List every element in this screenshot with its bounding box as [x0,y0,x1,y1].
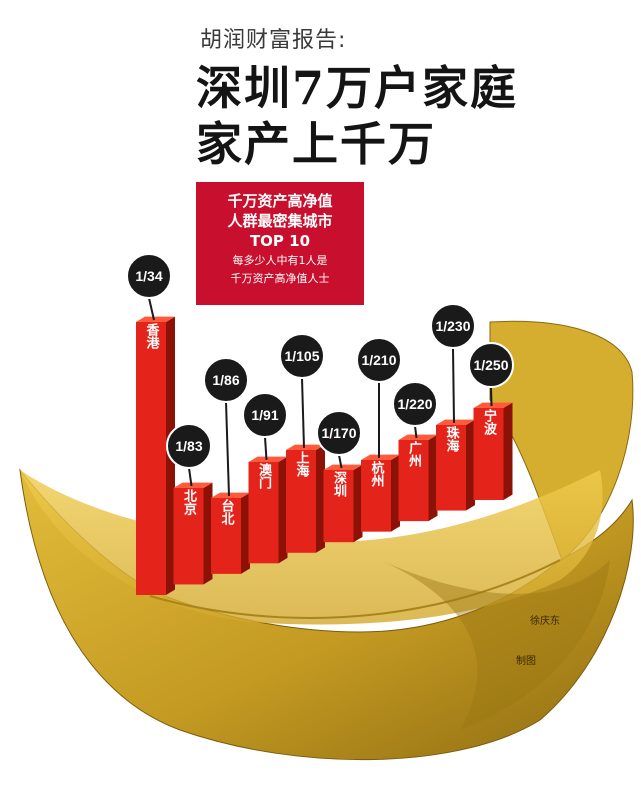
callout-stem [414,425,418,439]
bar-top [286,444,325,450]
callout-bubble [126,253,172,299]
bar-top [136,316,175,322]
callout-bubble [468,342,514,388]
callout-bubble [242,392,288,438]
bar-label-2: 台北 [219,498,235,526]
callout-bubble [203,357,249,403]
bar-top [323,464,363,470]
bar-front [323,470,354,543]
bar-label-6: 杭州 [369,460,386,488]
callout-stem [148,297,155,321]
bar-front [361,460,391,532]
bar-label-8: 珠海 [444,425,460,453]
ingot-front-rim [149,559,561,619]
subtitle-line-5: 千万资产高净值人士 [230,272,330,285]
bar-6: 杭州 1/210 [356,337,402,532]
bar-7: 广州 1/220 [392,381,438,522]
bar-front [136,322,166,595]
report-source: 胡润财富报告: [200,28,347,53]
graphic-credit: 制图 [516,656,536,667]
author-credit: 徐庆东 [530,616,560,627]
callout-stem [225,401,230,497]
bar-5: 深圳 1/170 [316,410,363,543]
bar-label-4: 上海 [294,451,310,478]
bar-3: 澳门 1/91 [242,392,288,564]
bar-side [428,434,438,522]
callout-bubble [279,333,325,379]
bar-0: 香港 1/34 [126,253,175,595]
bar-front [173,488,204,585]
callout-bubble [316,410,362,456]
value-label-9: 1/250 [473,357,508,373]
bar-top [248,456,288,462]
value-label-0: 1/34 [135,268,162,284]
bar-side [278,456,288,564]
bar-top [473,402,513,408]
callout-bubble [356,337,402,383]
bar-9: 宁波 1/250 [468,342,514,500]
value-label-2: 1/86 [212,372,239,388]
bar-front [286,450,316,553]
callout-bubble [392,381,438,427]
bar-label-9: 宁波 [481,408,497,436]
bar-side [466,419,475,511]
callout-stem [301,377,305,449]
bar-top [398,434,438,440]
bar-1: 北京 1/83 [166,423,213,585]
subtitle-line-4: 每多少人中有1人是 [232,254,328,267]
callout-bubble [430,303,476,349]
callout-stem [338,454,343,469]
bar-4: 上海 1/105 [279,333,325,553]
callout-stem [452,347,455,424]
bar-front [473,408,504,500]
bar-front [248,462,279,564]
ingot-shading [380,560,610,730]
bar-side [241,492,250,574]
bar-front [436,425,466,511]
bar-label-5: 深圳 [331,470,347,498]
bar-side [503,402,513,500]
bar-front [398,440,429,522]
callout-bubble [166,423,212,469]
callout-stem [188,467,193,487]
subtitle-line-1: 千万资产高净值 [227,192,333,210]
bar-side [203,482,213,585]
bar-group: 香港1/34北京1/83台北1/86澳门1/91上海1/105深圳1/170杭州… [126,253,514,595]
callout-stem [490,386,493,407]
bar-2: 台北 1/86 [203,357,250,574]
subtitle-line-3: TOP 10 [249,232,311,250]
bar-label-0: 香港 [144,322,161,350]
bar-top [361,454,400,460]
headline-line-1: 深圳7万户家庭 [196,61,519,115]
value-label-3: 1/91 [251,407,278,423]
subtitle-box: 千万资产高净值 人群最密集城市 TOP 10 每多少人中有1人是 千万资产高净值… [196,182,364,305]
bar-top [173,482,213,488]
value-label-7: 1/220 [397,396,432,412]
subtitle-line-2: 人群最密集城市 [227,212,333,230]
value-label-4: 1/105 [284,348,319,364]
callout-stem [264,436,268,461]
bar-top [436,419,475,425]
value-label-6: 1/210 [361,352,396,368]
headline-line-2: 家产上千万 [196,117,436,171]
bar-label-7: 广州 [406,440,423,468]
bar-front [211,498,241,574]
bar-side [353,464,363,543]
bar-side [391,454,400,532]
value-label-8: 1/230 [435,318,470,334]
value-label-1: 1/83 [175,438,202,454]
bar-top [211,492,250,498]
bar-8: 珠海 1/230 [430,303,476,511]
bar-side [316,444,325,553]
bar-label-3: 澳门 [256,462,272,490]
bar-label-1: 北京 [181,489,197,516]
value-label-5: 1/170 [321,425,356,441]
